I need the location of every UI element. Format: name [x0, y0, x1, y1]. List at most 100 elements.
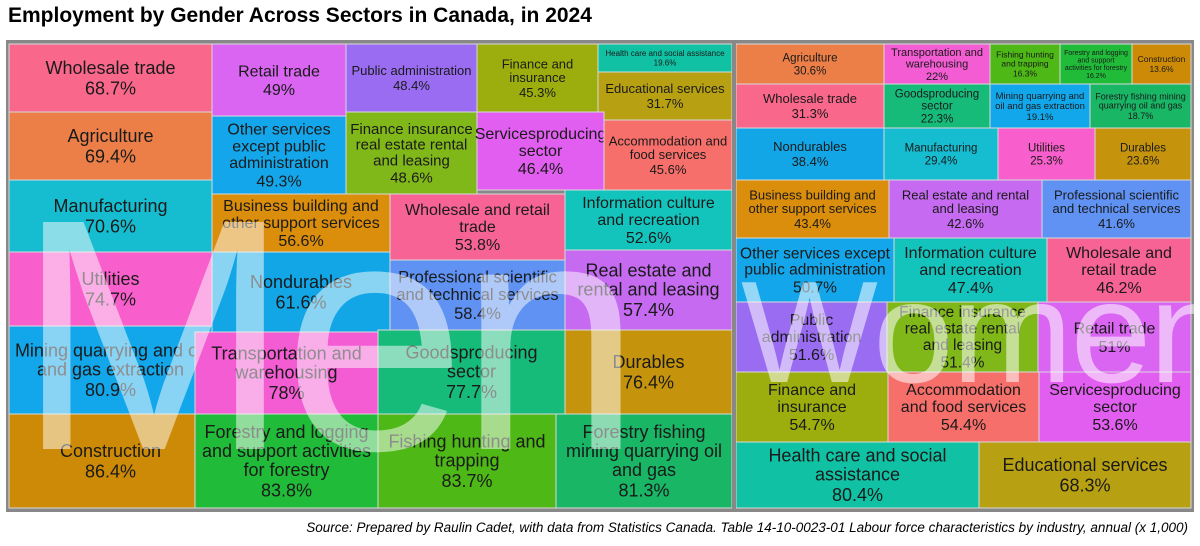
treemap-value-women-other-services-except-public-administration: 50.7% — [793, 279, 837, 296]
treemap-cell-women-professional-scientific-and-technical-services: Professional scientific and technical ser… — [1042, 180, 1191, 238]
treemap-cell-women-goodsproducing-sector: Goodsproducing sector22.3% — [884, 84, 990, 128]
treemap-cell-women-servicesproducing-sector: Servicesproducing sector53.6% — [1039, 372, 1191, 442]
treemap-cell-men-construction: Construction86.4% — [9, 414, 212, 508]
chart-title: Employment by Gender Across Sectors in C… — [8, 4, 592, 28]
treemap-label-men-utilities: Utilities — [81, 269, 139, 289]
treemap-cell-men-professional-scientific-and-technical-services: Professional scientific and technical ser… — [390, 260, 565, 330]
treemap-label-men-mining-quarrying-and-oil-and-gas-extraction: Mining quarrying and oil and gas extracti… — [15, 341, 206, 380]
treemap-value-women-retail-trade: 51% — [1098, 339, 1130, 356]
treemap-value-women-goodsproducing-sector: 22.3% — [921, 114, 954, 126]
treemap-cell-women-forestry-fishing-mining-quarrying-oil-and-gas: Forestry fishing mining quarrying oil and… — [1090, 84, 1191, 128]
treemap-cell-women-finance-insurance-real-estate-rental-and-leasing: Finance insurance real estate rental and l… — [887, 302, 1038, 372]
treemap-cell-women-nondurables: Nondurables38.4% — [736, 128, 884, 180]
treemap-cell-women-mining-quarrying-and-oil-and-gas-extraction: Mining quarrying and oil and gas extracti… — [990, 84, 1090, 128]
treemap-label-women-accommodation-and-food-services: Accommodation and food services — [901, 382, 1026, 416]
treemap-value-women-forestry-fishing-mining-quarrying-oil-and-gas: 18.7% — [1128, 111, 1154, 121]
treemap-label-women-educational-services: Educational services — [1002, 455, 1167, 475]
treemap-value-women-information-culture-and-recreation: 47.4% — [948, 280, 993, 297]
treemap-label-women-information-culture-and-recreation: Information culture and recreation — [904, 245, 1037, 279]
treemap-value-men-accommodation-and-food-services: 45.6% — [650, 162, 687, 177]
treemap-value-men-agriculture: 69.4% — [85, 147, 136, 167]
treemap-value-men-manufacturing: 70.6% — [85, 217, 136, 237]
treemap-cell-women-public-administration: Public administration51.6% — [736, 302, 887, 372]
treemap-value-men-other-services-except-public-administration: 49.3% — [256, 174, 301, 191]
treemap-value-women-construction: 13.6% — [1149, 64, 1174, 74]
treemap-cell-men-durables: Durables76.4% — [565, 330, 732, 414]
treemap-cell-men-other-services-except-public-administration: Other services except public administratio… — [212, 116, 346, 194]
treemap-label-men-manufacturing: Manufacturing — [53, 196, 167, 216]
treemap-label-men-finance-and-insurance: Finance and insurance — [502, 56, 574, 85]
treemap-label-men-other-services-except-public-administration: Other services except public administratio… — [227, 122, 330, 173]
treemap-cell-men-business-building-and-other-support-services: Business building and other support servi… — [212, 194, 390, 252]
treemap-label-women-wholesale-trade: Wholesale trade — [763, 91, 857, 106]
treemap-cell-women-business-building-and-other-support-services: Business building and other support servi… — [736, 180, 889, 238]
treemap-label-women-mining-quarrying-and-oil-and-gas-extraction: Mining quarrying and oil and gas extracti… — [995, 91, 1085, 112]
treemap-value-men-real-estate-and-rental-and-leasing: 57.4% — [623, 300, 674, 320]
treemap-value-women-agriculture: 30.6% — [794, 66, 827, 78]
treemap-cell-women-fishing-hunting-and-trapping: Fishing hunting and trapping16.3% — [990, 44, 1060, 84]
treemap-value-men-business-building-and-other-support-services: 56.6% — [278, 233, 323, 250]
treemap-label-men-public-administration: Public administration — [352, 63, 472, 78]
treemap-label-men-business-building-and-other-support-services: Business building and other support servi… — [222, 198, 379, 232]
treemap-label-men-nondurables: Nondurables — [250, 272, 352, 292]
treemap-label-women-retail-trade: Retail trade — [1074, 320, 1156, 337]
treemap-label-women-construction: Construction — [1138, 54, 1186, 64]
treemap-frame: Wholesale trade 68.7% Agriculture 69.4% Manu… — [6, 40, 1194, 512]
treemap-cell-women-real-estate-and-rental-and-leasing: Real estate and rental and leasing42.6% — [889, 180, 1042, 238]
treemap-cell-men-utilities: Utilities74.7% — [9, 252, 212, 326]
treemap-value-women-nondurables: 38.4% — [792, 154, 829, 169]
treemap-label-men-information-culture-and-recreation: Information culture and recreation — [582, 195, 715, 229]
treemap-cell-men-forestry-and-logging-and-support-activities-for-forestry: Forestry and logging and support activiti… — [195, 414, 378, 508]
treemap-cell-women-retail-trade: Retail trade 51% — [1038, 302, 1191, 372]
treemap-label-men-professional-scientific-and-technical-services: Professional scientific and technical ser… — [396, 269, 558, 304]
treemap-value-women-real-estate-and-rental-and-leasing: 42.6% — [947, 216, 984, 231]
treemap-value-men-finance-insurance-real-estate-rental-and-leasing: 48.6% — [390, 170, 433, 187]
source-note: Source: Prepared by Raulin Cadet, with d… — [306, 520, 1188, 535]
treemap-label-women-finance-and-insurance: Finance and insurance — [768, 382, 856, 416]
treemap-cell-men-information-culture-and-recreation: Information culture and recreation52.6% — [565, 190, 732, 250]
treemap-value-men-forestry-fishing-mining-quarrying-oil-and-gas: 81.3% — [618, 481, 669, 501]
treemap-cell-women-information-culture-and-recreation: Information culture and recreation47.4% — [894, 238, 1047, 302]
treemap-value-men-mining-quarrying-and-oil-and-gas-extraction: 80.9% — [85, 380, 136, 400]
treemap-cell-men-forestry-fishing-mining-quarrying-oil-and-gas: Forestry fishing mining quarrying oil and … — [556, 414, 732, 508]
treemap-value-women-professional-scientific-and-technical-services: 41.6% — [1098, 216, 1135, 231]
treemap-value-men-goodsproducing-sector: 77.7% — [446, 382, 497, 402]
panel-divider — [732, 40, 736, 512]
treemap-cell-women-other-services-except-public-administration: Other services except public administrati… — [736, 238, 894, 302]
treemap-value-men-transportation-and-warehousing: 78% — [268, 383, 304, 403]
treemap-value-women-accommodation-and-food-services: 54.4% — [941, 417, 986, 434]
treemap-value-men-nondurables: 61.6% — [275, 293, 326, 313]
treemap-value-women-wholesale-trade: 31.3% — [792, 106, 829, 121]
treemap-cell-men-health-care-and-social-assistance: Health care and social assistance19.6% — [598, 44, 732, 72]
treemap-value-women-wholesale-and-retail-trade: 46.2% — [1096, 280, 1141, 297]
treemap-label-men-wholesale-trade: Wholesale trade — [45, 58, 175, 78]
treemap-label-women-other-services-except-public-administration: Other services except public administrati… — [740, 245, 891, 278]
treemap-cell-women-health-care-and-social-assistance: Health care and social assistance80.4% — [736, 442, 979, 508]
treemap-label-men-educational-services: Educational services — [605, 81, 725, 96]
treemap-value-men-public-administration: 48.4% — [393, 78, 430, 93]
treemap-cell-men-finance-insurance-real-estate-rental-and-leasing: Finance insurance real estate rental and l… — [346, 112, 477, 194]
treemap-label-men-durables: Durables — [612, 352, 684, 372]
treemap-value-women-business-building-and-other-support-services: 43.4% — [794, 216, 831, 231]
treemap-cell-men-wholesale-and-retail-trade: Wholesale and retail trade53.8% — [390, 194, 565, 260]
treemap-cell-men-mining-quarrying-and-oil-and-gas-extraction: Mining quarrying and oil and gas extracti… — [9, 326, 212, 414]
treemap-value-men-durables: 76.4% — [623, 373, 674, 393]
treemap-cell-women-durables: Durables 23.6% — [1095, 128, 1191, 180]
treemap-value-women-manufacturing: 29.4% — [925, 156, 958, 168]
treemap-value-women-health-care-and-social-assistance: 80.4% — [832, 485, 883, 505]
treemap-value-men-professional-scientific-and-technical-services: 58.4% — [454, 305, 501, 323]
treemap-label-women-professional-scientific-and-technical-services: Professional scientific and technical ser… — [1053, 187, 1181, 216]
